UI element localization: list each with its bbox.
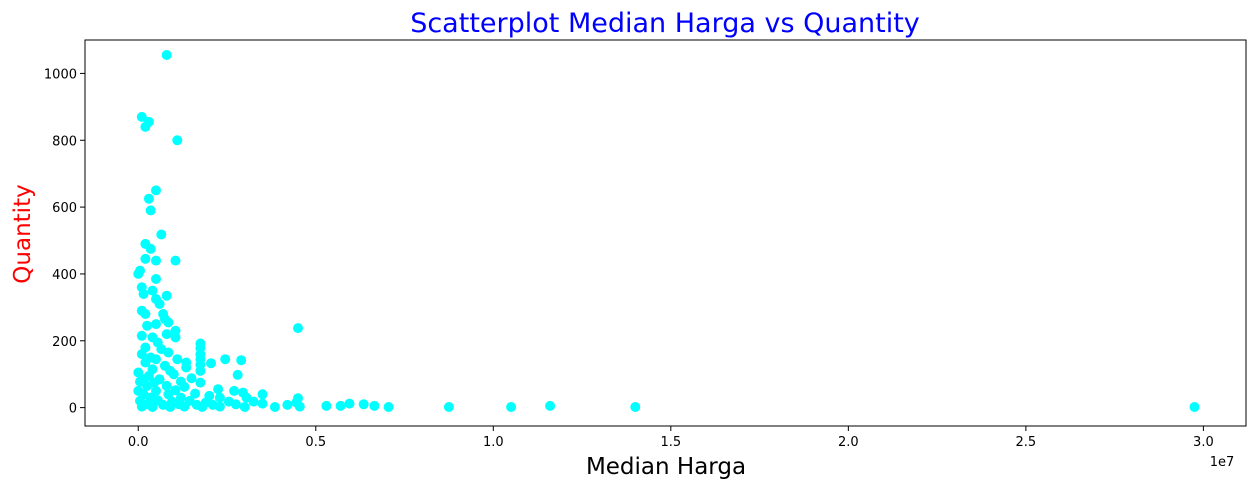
axes-frame: [84, 39, 1247, 427]
scatter-point: [443, 402, 454, 412]
scatter-point: [630, 402, 641, 412]
scatter-point: [282, 399, 293, 410]
x-tick-label: 0.5: [305, 435, 326, 450]
scatter-point: [172, 135, 183, 146]
x-tick-label: 2.0: [838, 435, 859, 450]
scatter-point: [248, 396, 259, 407]
scatter-point: [344, 398, 355, 409]
scatter-point: [140, 253, 151, 264]
x-tick-label: 1.0: [483, 435, 504, 450]
scatter-point: [206, 358, 216, 369]
scatter-point: [358, 399, 369, 410]
scatter-point: [506, 402, 517, 412]
scatter-point: [151, 354, 161, 365]
scatter-point: [143, 193, 154, 204]
scatter-point: [168, 369, 179, 380]
scatter-point: [140, 309, 151, 319]
x-tick-label: 2.5: [1016, 435, 1037, 450]
scatter-point: [140, 357, 151, 368]
scatter-point: [232, 369, 243, 380]
scatter-point: [161, 380, 172, 391]
scatter-point: [136, 349, 147, 360]
y-tick-label: 400: [52, 268, 77, 283]
scatter-point: [145, 243, 156, 254]
y-tick-label: 800: [52, 134, 77, 149]
y-tick-label: 200: [52, 335, 77, 350]
scatter-point: [161, 329, 172, 340]
scatter-point: [239, 402, 250, 412]
scatter-point: [161, 290, 172, 301]
x-tick-label: 1.5: [660, 435, 681, 450]
scatter-point: [147, 402, 158, 412]
scatter-point: [163, 317, 174, 328]
y-tick-label: 600: [52, 201, 77, 216]
scatter-point: [170, 332, 181, 343]
scatter-point: [195, 365, 206, 376]
scatter-point: [213, 384, 224, 395]
y-tick-label: 0: [69, 402, 77, 417]
scatter-point: [321, 400, 332, 411]
scatter-point: [257, 398, 268, 409]
scatter-point: [151, 319, 161, 330]
scatter-point: [214, 401, 225, 412]
scatter-point: [138, 289, 149, 299]
x-tick-label: 0.0: [128, 435, 149, 450]
scatter-point: [186, 373, 197, 384]
scatter-point: [142, 320, 153, 331]
y-axis-ticks: 0 200 400 600 800 1000: [44, 67, 85, 417]
scatter-point: [197, 402, 208, 412]
chart-title: Scatterplot Median Harga vs Quantity: [410, 8, 920, 39]
y-axis-label: Quantity: [10, 184, 36, 283]
scatter-point: [172, 354, 183, 365]
scatter-point: [335, 400, 346, 411]
scatter-point: [145, 205, 156, 216]
scatter-point: [147, 285, 158, 296]
scatter-point: [133, 268, 144, 279]
scatter-point: [140, 121, 151, 132]
scatter-point: [195, 377, 206, 388]
y-tick-label: 1000: [44, 67, 77, 82]
x-axis-offset-label: 1e7: [1210, 455, 1235, 470]
scatter-point: [136, 111, 147, 122]
scatter-point: [136, 330, 147, 341]
scatter-point: [151, 385, 161, 396]
scatter-point: [163, 347, 174, 358]
scatter-point: [294, 401, 305, 412]
scatter-point: [230, 399, 241, 410]
x-axis-label: Median Harga: [586, 454, 746, 480]
plot-frame: [84, 39, 1247, 427]
scatter-point: [151, 185, 161, 196]
scatter-point: [156, 229, 167, 240]
scatter-point: [179, 381, 190, 392]
scatter-point: [229, 385, 240, 396]
scatter-point: [181, 362, 192, 373]
scatter-point: [142, 380, 153, 391]
scatter-point: [136, 401, 147, 412]
scatter-point: [236, 355, 247, 366]
scatter-point: [190, 388, 201, 399]
x-tick-label: 3.0: [1193, 435, 1214, 450]
scatter-point: [165, 402, 176, 412]
scatter-point: [220, 354, 231, 365]
scatter-point: [133, 367, 144, 378]
scatter-point: [257, 389, 268, 400]
scatter-point: [154, 299, 165, 309]
scatter-point: [151, 274, 161, 284]
scatter-point: [269, 402, 280, 412]
scatter-point: [369, 400, 380, 411]
scatter-point: [170, 255, 181, 266]
x-axis-ticks: 0.0 0.5 1.0 1.5 2.0 2.5 3.0: [128, 426, 1214, 450]
points-layer: [133, 50, 1200, 412]
scatter-point: [179, 401, 190, 412]
scatter-point: [545, 400, 556, 411]
scatter-point: [161, 50, 172, 60]
scatter-point: [1189, 402, 1200, 412]
scatter-point: [151, 255, 161, 266]
scatter-point: [293, 323, 303, 334]
scatter-point: [383, 402, 394, 412]
scatter-point: [214, 392, 225, 403]
